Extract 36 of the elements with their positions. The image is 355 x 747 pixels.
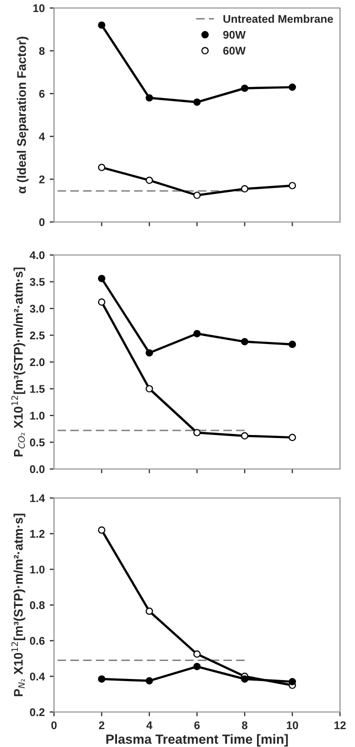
- y-tick-label: 2: [39, 175, 45, 184]
- x-tick-label: 10: [286, 721, 298, 730]
- x-tick-label: 12: [334, 721, 346, 730]
- y-axis-title: P$_{CO₂}$ X10$^{12}$[m³(STP)·m/m²·atm·s]: [11, 268, 26, 456]
- x-tick-label: 8: [242, 721, 248, 730]
- y-axis-title: P$_{N₂}$ X10$^{12}$[m³(STP)·m/m²·atm·s]: [11, 514, 26, 696]
- y-tick-label: 4: [38, 132, 45, 140]
- y-tick-label: 1.4: [30, 494, 45, 502]
- y-tick-label: 8: [39, 47, 45, 55]
- y-tick-label: 3.5: [30, 278, 45, 286]
- y-axis-title: α (Ideal Separation Factor): [16, 36, 28, 194]
- y-tick-label: 1.5: [30, 385, 45, 393]
- y-tick-label: 0.2: [30, 708, 45, 716]
- x-tick-label: 2: [98, 721, 104, 730]
- y-tick-label: 0: [39, 218, 45, 226]
- y-tick-label: 1.0: [30, 412, 45, 420]
- y-tick-label: 0.6: [30, 636, 45, 645]
- y-tick-label: 10: [33, 4, 45, 12]
- y-tick-label: 6: [39, 90, 45, 98]
- y-tick-label: 1.0: [30, 566, 45, 574]
- y-tick-label: 1.2: [30, 530, 45, 538]
- y-tick-label: 2.0: [30, 358, 45, 366]
- y-tick-label: 2.5: [30, 332, 45, 340]
- y-tick-label: 3.0: [30, 304, 45, 313]
- y-tick-label: 0.8: [30, 601, 45, 610]
- legend-label: 90W: [223, 30, 246, 39]
- x-tick-label: 0: [51, 721, 57, 730]
- legend-label: 60W: [223, 46, 246, 55]
- x-tick-label: 6: [194, 721, 200, 730]
- y-tick-label: 4.0: [30, 251, 45, 260]
- y-tick-label: 0.4: [30, 672, 45, 680]
- y-tick-label: 0.5: [30, 438, 45, 446]
- y-tick-label: 0.0: [30, 465, 45, 474]
- x-tick-label: 4: [146, 721, 152, 730]
- x-axis-title: Plasma Treatment Time [min]: [106, 734, 288, 746]
- legend-label: Untreated Membrane: [223, 14, 333, 23]
